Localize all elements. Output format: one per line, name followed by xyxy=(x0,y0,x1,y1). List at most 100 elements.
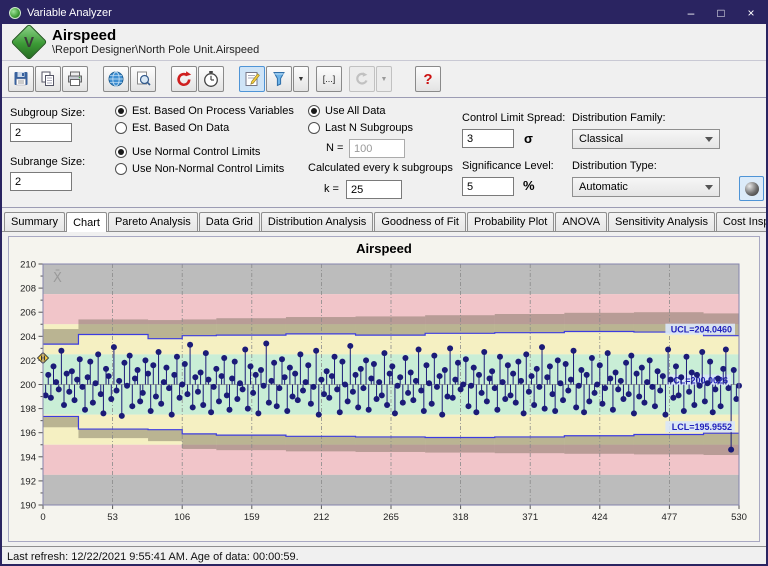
control-limit-spread-label: Control Limit Spread: xyxy=(462,112,565,124)
maximize-button[interactable]: □ xyxy=(706,2,736,24)
tab-probability-plot[interactable]: Probability Plot xyxy=(467,212,554,231)
print-icon xyxy=(66,70,84,88)
refresh-button[interactable] xyxy=(171,66,197,92)
distribution-family-label: Distribution Family: xyxy=(572,112,666,124)
distribution-type-value: Automatic xyxy=(579,181,628,193)
distribution-family-select[interactable]: Classical xyxy=(572,129,720,149)
svg-text:212: 212 xyxy=(313,512,329,523)
close-button[interactable]: × xyxy=(736,2,766,24)
radio-label: Est. Based On Process Variables xyxy=(132,105,294,117)
tab-pareto-analysis[interactable]: Pareto Analysis xyxy=(108,212,198,231)
svg-text:194: 194 xyxy=(20,452,36,463)
chevron-down-icon xyxy=(705,137,713,142)
radio-est-process-variables[interactable]: Est. Based On Process Variables xyxy=(115,105,294,117)
copy-button[interactable] xyxy=(35,66,61,92)
range-button[interactable]: [...] xyxy=(316,66,342,92)
radio-normal-limits[interactable]: Use Normal Control Limits xyxy=(115,146,260,158)
header: V Airspeed \Report Designer\North Pole U… xyxy=(2,24,766,61)
print-button[interactable] xyxy=(62,66,88,92)
clock-icon xyxy=(202,70,220,88)
tabstrip: SummaryChartPareto AnalysisData GridDist… xyxy=(2,208,766,232)
chart-title: Airspeed xyxy=(9,237,759,259)
radio-use-all-data[interactable]: Use All Data xyxy=(308,105,386,117)
settings-panel: Subgroup Size: Subrange Size: Est. Based… xyxy=(2,98,766,208)
radio-label: Use All Data xyxy=(325,105,386,117)
svg-text:53: 53 xyxy=(107,512,118,523)
significance-level-input[interactable] xyxy=(462,177,514,196)
edit-notes-button[interactable] xyxy=(239,66,265,92)
chart-widget: Airspeed 0531061592122653183714244775301… xyxy=(8,236,760,542)
radio-dot xyxy=(308,122,320,134)
radio-est-data[interactable]: Est. Based On Data xyxy=(115,122,229,134)
radio-non-normal-limits[interactable]: Use Non-Normal Control Limits xyxy=(115,163,284,175)
tab-sensitivity-analysis[interactable]: Sensitivity Analysis xyxy=(608,212,715,231)
svg-text:477: 477 xyxy=(661,512,677,523)
svg-text:208: 208 xyxy=(20,284,36,295)
svg-text:192: 192 xyxy=(20,476,36,487)
web-refresh-button[interactable] xyxy=(103,66,129,92)
page-title: Airspeed xyxy=(52,28,259,44)
minimize-button[interactable]: – xyxy=(676,2,706,24)
svg-text:530: 530 xyxy=(731,512,747,523)
tab-anova[interactable]: ANOVA xyxy=(555,212,607,231)
distribution-type-select[interactable]: Automatic xyxy=(572,177,720,197)
tab-cost-inspector[interactable]: Cost Inspector xyxy=(716,212,768,231)
tab-data-grid[interactable]: Data Grid xyxy=(199,212,260,231)
svg-text:UCL=204.0460: UCL=204.0460 xyxy=(671,325,732,335)
range-brackets-icon: [...] xyxy=(323,74,336,84)
app-logo-icon: V xyxy=(11,24,48,61)
svg-text:198: 198 xyxy=(20,404,36,415)
svg-text:206: 206 xyxy=(20,308,36,319)
n-label: N = xyxy=(326,142,343,154)
tab-summary[interactable]: Summary xyxy=(4,212,65,231)
radio-dot xyxy=(115,105,127,117)
percent-symbol: % xyxy=(523,178,535,193)
tab-goodness-of-fit[interactable]: Goodness of Fit xyxy=(374,212,466,231)
radio-last-n-subgroups[interactable]: Last N Subgroups xyxy=(308,122,413,134)
distribution-family-value: Classical xyxy=(579,133,623,145)
radio-label: Use Normal Control Limits xyxy=(132,146,260,158)
svg-text:318: 318 xyxy=(453,512,469,523)
radio-dot xyxy=(308,105,320,117)
tab-chart[interactable]: Chart xyxy=(66,212,107,232)
chart-options-button[interactable] xyxy=(739,176,764,201)
timer-button[interactable] xyxy=(198,66,224,92)
svg-text:0: 0 xyxy=(40,512,45,523)
filter-button[interactable] xyxy=(266,66,292,92)
distribution-type-label: Distribution Type: xyxy=(572,160,657,172)
subgroup-size-label: Subgroup Size: xyxy=(10,107,85,119)
radio-label: Last N Subgroups xyxy=(325,122,413,134)
chevron-down-icon xyxy=(705,185,713,190)
svg-text:210: 210 xyxy=(20,260,36,271)
svg-text:265: 265 xyxy=(383,512,399,523)
filter-dropdown-button[interactable]: ▼ xyxy=(293,66,309,92)
svg-text:202: 202 xyxy=(20,356,36,367)
svg-text:371: 371 xyxy=(522,512,538,523)
subrange-size-input[interactable] xyxy=(10,172,72,191)
print-preview-button[interactable] xyxy=(130,66,156,92)
app-icon xyxy=(9,7,21,19)
control-chart-svg[interactable]: 0531061592122653183714244775301901921941… xyxy=(9,259,753,531)
n-input[interactable] xyxy=(349,139,405,158)
titlebar[interactable]: Variable Analyzer – □ × xyxy=(2,2,766,24)
svg-text:204: 204 xyxy=(20,332,36,343)
sphere-icon xyxy=(745,182,759,196)
k-input[interactable] xyxy=(346,180,402,199)
radio-dot xyxy=(115,122,127,134)
calc-every-k-label: Calculated every k subgroups xyxy=(308,162,453,174)
variable-analyzer-window: Variable Analyzer – □ × V Airspeed \Repo… xyxy=(0,0,768,566)
subrange-size-label: Subrange Size: xyxy=(10,156,85,168)
refresh-icon xyxy=(175,70,193,88)
status-bar: Last refresh: 12/22/2021 9:55:41 AM. Age… xyxy=(2,546,766,566)
help-button[interactable]: ? xyxy=(415,66,441,92)
tab-distribution-analysis[interactable]: Distribution Analysis xyxy=(261,212,373,231)
undo-dropdown-button[interactable]: ▼ xyxy=(376,66,392,92)
undo-button[interactable] xyxy=(349,66,375,92)
window-title: Variable Analyzer xyxy=(27,7,676,19)
save-button[interactable] xyxy=(8,66,34,92)
undo-icon xyxy=(353,70,371,88)
subgroup-size-input[interactable] xyxy=(10,123,72,142)
control-limit-spread-input[interactable] xyxy=(462,129,514,148)
dropdown-arrow-icon: ▼ xyxy=(298,76,305,83)
edit-notes-icon xyxy=(243,70,261,88)
